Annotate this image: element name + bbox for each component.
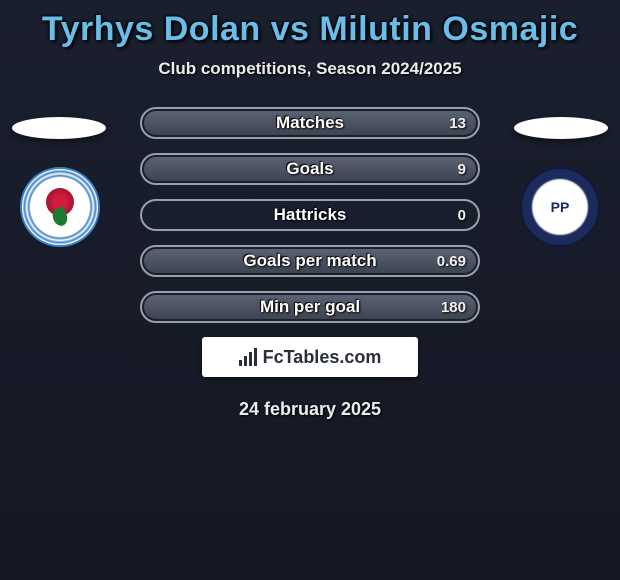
stat-row: Goals per match 0.69 [140,245,480,277]
brand-text: FcTables.com [263,347,382,368]
stat-label: Matches [276,113,344,133]
stat-value-right: 180 [441,299,466,316]
stat-row: Hattricks 0 [140,199,480,231]
stats-list: Matches 13 Goals 9 Hattricks 0 Goals per match… [140,107,480,323]
crest-text: PP [537,184,583,230]
stat-value-right: 0 [458,207,466,224]
stat-label: Goals per match [243,251,376,271]
club-crest-right: PP [520,167,600,247]
player-left-avatar [12,117,106,139]
chart-bars-icon [239,348,257,366]
stat-row: Min per goal 180 [140,291,480,323]
club-crest-left [20,167,100,247]
comparison-content: PP Matches 13 Goals 9 Hattricks 0 Goals per ma… [0,107,620,420]
stat-row: Goals 9 [140,153,480,185]
stat-row: Matches 13 [140,107,480,139]
page-title: Tyrhys Dolan vs Milutin Osmajic [0,0,620,49]
brand-link[interactable]: FcTables.com [202,337,418,377]
stat-value-right: 9 [458,161,466,178]
stat-value-right: 13 [449,115,466,132]
stat-value-right: 0.69 [437,253,466,270]
stat-label: Hattricks [274,205,347,225]
stat-label: Goals [286,159,333,179]
player-right-avatar [514,117,608,139]
date-text: 24 february 2025 [0,399,620,420]
subtitle: Club competitions, Season 2024/2025 [0,59,620,79]
stat-label: Min per goal [260,297,360,317]
